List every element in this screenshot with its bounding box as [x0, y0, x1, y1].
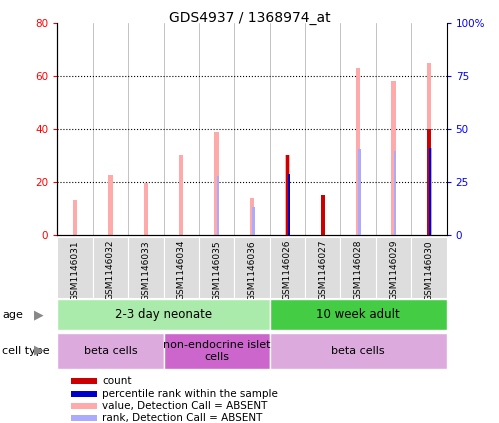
- Bar: [288, 174, 290, 235]
- Text: count: count: [102, 376, 132, 386]
- Bar: [321, 195, 324, 235]
- Bar: [199, 237, 235, 298]
- Bar: [235, 237, 269, 298]
- Bar: [358, 149, 361, 235]
- Bar: [391, 82, 396, 235]
- Text: value, Detection Call = ABSENT: value, Detection Call = ABSENT: [102, 401, 267, 411]
- Text: 2-3 day neonate: 2-3 day neonate: [115, 308, 212, 321]
- Bar: [376, 237, 411, 298]
- Text: rank, Detection Call = ABSENT: rank, Detection Call = ABSENT: [102, 413, 262, 423]
- Text: GSM1146027: GSM1146027: [318, 240, 327, 300]
- Bar: [269, 237, 305, 298]
- Bar: [429, 148, 432, 235]
- Text: GDS4937 / 1368974_at: GDS4937 / 1368974_at: [169, 11, 330, 25]
- Bar: [93, 237, 128, 298]
- Bar: [128, 237, 164, 298]
- Bar: [427, 63, 431, 235]
- Bar: [73, 201, 77, 235]
- Text: GSM1146032: GSM1146032: [106, 240, 115, 300]
- Bar: [108, 175, 113, 235]
- Bar: [70, 403, 97, 409]
- Bar: [179, 156, 183, 235]
- Bar: [394, 151, 396, 235]
- Bar: [305, 237, 340, 298]
- Text: GSM1146031: GSM1146031: [70, 240, 79, 301]
- Bar: [411, 237, 447, 298]
- Bar: [164, 333, 269, 369]
- Text: beta cells: beta cells: [84, 346, 137, 356]
- Text: GSM1146036: GSM1146036: [248, 240, 256, 301]
- Text: GSM1146030: GSM1146030: [425, 240, 434, 301]
- Text: cell type: cell type: [2, 346, 50, 356]
- Text: percentile rank within the sample: percentile rank within the sample: [102, 389, 278, 398]
- Text: GSM1146033: GSM1146033: [141, 240, 150, 301]
- Bar: [217, 176, 219, 235]
- Bar: [57, 299, 269, 330]
- Bar: [269, 333, 447, 369]
- Bar: [356, 68, 360, 235]
- Bar: [57, 237, 93, 298]
- Bar: [215, 132, 219, 235]
- Bar: [427, 129, 431, 235]
- Bar: [70, 378, 97, 385]
- Text: GSM1146034: GSM1146034: [177, 240, 186, 300]
- Text: GSM1146029: GSM1146029: [389, 240, 398, 300]
- Text: GSM1146026: GSM1146026: [283, 240, 292, 300]
- Bar: [70, 415, 97, 421]
- Bar: [285, 156, 289, 235]
- Bar: [340, 237, 376, 298]
- Bar: [269, 299, 447, 330]
- Bar: [70, 390, 97, 397]
- Text: ▶: ▶: [34, 308, 43, 321]
- Text: ▶: ▶: [34, 343, 43, 357]
- Bar: [285, 156, 289, 235]
- Text: age: age: [2, 310, 23, 320]
- Bar: [144, 183, 148, 235]
- Bar: [164, 237, 199, 298]
- Text: GSM1146028: GSM1146028: [354, 240, 363, 300]
- Bar: [250, 198, 254, 235]
- Bar: [57, 333, 164, 369]
- Bar: [429, 148, 432, 235]
- Text: beta cells: beta cells: [331, 346, 385, 356]
- Text: non-endocrine islet
cells: non-endocrine islet cells: [163, 340, 270, 362]
- Text: 10 week adult: 10 week adult: [316, 308, 400, 321]
- Text: GSM1146035: GSM1146035: [212, 240, 221, 301]
- Bar: [252, 207, 254, 235]
